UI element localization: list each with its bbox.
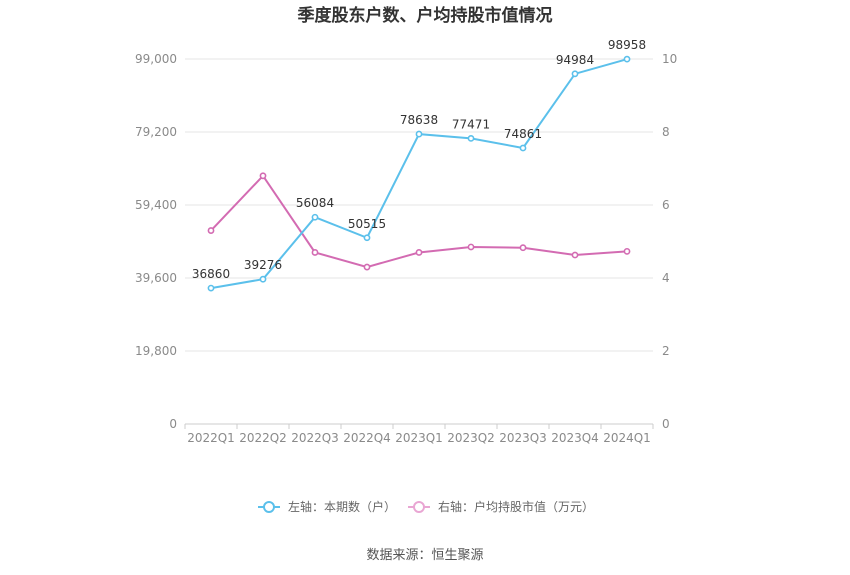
data-point-right — [311, 249, 319, 256]
data-point-left — [311, 213, 319, 221]
data-label: 39276 — [244, 258, 282, 272]
y-right-tick-label: 2 — [662, 344, 670, 358]
data-point-right — [623, 247, 631, 255]
x-tick-label: 2022Q3 — [291, 431, 339, 445]
data-point-right — [363, 263, 371, 271]
data-point-right — [467, 243, 475, 251]
legend-item[interactable]: 右轴：户均持股市值（万元） — [408, 499, 594, 514]
data-label: 77471 — [452, 117, 490, 131]
data-point-left — [623, 55, 631, 63]
x-tick-label: 2024Q1 — [603, 431, 651, 445]
x-tick-label: 2023Q2 — [447, 431, 495, 445]
data-point-left — [519, 144, 527, 152]
legend-label: 左轴：本期数（户） — [288, 499, 396, 514]
y-left-tick-label: 99,000 — [135, 52, 177, 66]
data-point-left — [207, 284, 215, 292]
y-right-tick-label: 10 — [662, 52, 677, 66]
legend-item[interactable]: 左轴：本期数（户） — [258, 499, 396, 514]
series-group: 36860 39276 56084 50515 78638 77471 74861 94984… — [192, 38, 646, 292]
legend[interactable]: 左轴：本期数（户） 右轴：户均持股市值（万元） — [258, 499, 594, 514]
x-tick-label: 2022Q1 — [187, 431, 235, 445]
y-left-tick-label: 0 — [169, 417, 177, 431]
data-point-right — [207, 227, 215, 234]
chart-title: 季度股东户数、户均持股市值情况 — [298, 5, 553, 26]
data-point-right — [519, 244, 527, 252]
data-label: 74861 — [504, 127, 542, 141]
y-left-tick-label: 59,400 — [135, 198, 177, 212]
y-right-tick-label: 4 — [662, 271, 670, 285]
data-label: 36860 — [192, 267, 230, 281]
axes: 0 19,800 39,600 59,400 79,200 99,000 0 2 4 6 8 10 20… — [135, 52, 677, 445]
legend-label: 右轴：户均持股市值（万元） — [438, 499, 594, 514]
legend-marker-icon — [413, 501, 425, 513]
data-point-right — [571, 251, 579, 259]
data-label: 56084 — [296, 196, 334, 210]
data-point-left — [259, 275, 267, 283]
data-point-left — [571, 70, 579, 78]
data-label: 98958 — [608, 38, 646, 52]
data-point-right — [259, 172, 267, 180]
y-left-tick-label: 79,200 — [135, 125, 177, 139]
legend-marker-icon — [263, 501, 275, 513]
data-point-left — [415, 130, 423, 138]
y-left-tick-label: 39,600 — [135, 271, 177, 285]
data-point-right — [415, 249, 423, 256]
y-right-tick-label: 8 — [662, 125, 670, 139]
y-right-tick-label: 6 — [662, 198, 670, 212]
x-tick-label: 2022Q4 — [343, 431, 391, 445]
data-label: 50515 — [348, 217, 386, 231]
y-right-tick-label: 0 — [662, 417, 670, 431]
x-tick-label: 2023Q4 — [551, 431, 599, 445]
x-tick-label: 2023Q3 — [499, 431, 547, 445]
data-source: 数据来源：恒生聚源 — [366, 548, 483, 563]
x-tick-label: 2023Q1 — [395, 431, 443, 445]
data-label: 94984 — [556, 53, 594, 67]
data-point-left — [467, 134, 475, 142]
x-tick-label: 2022Q2 — [239, 431, 287, 445]
y-left-tick-label: 19,800 — [135, 344, 177, 358]
data-point-left — [363, 234, 371, 242]
data-label: 78638 — [400, 113, 438, 127]
